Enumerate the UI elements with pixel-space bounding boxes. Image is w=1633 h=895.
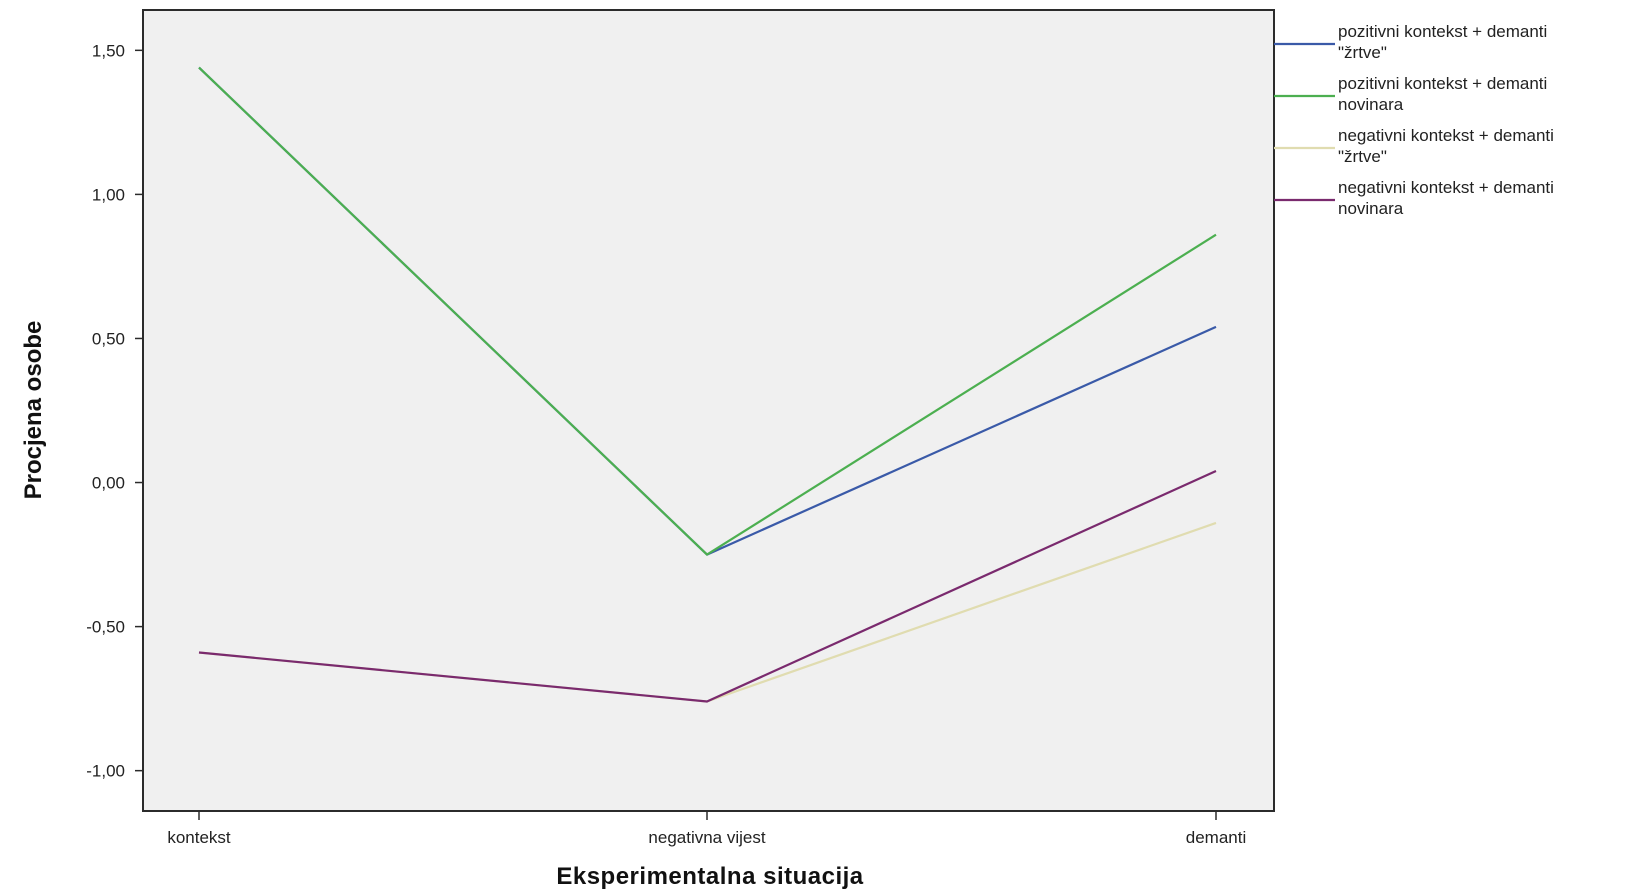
legend-label: "žrtve"	[1338, 147, 1387, 166]
legend-label: pozitivni kontekst + demanti	[1338, 22, 1547, 41]
y-tick-label: 0,50	[92, 329, 125, 348]
legend-label: novinara	[1338, 199, 1404, 218]
legend-label: negativni kontekst + demanti	[1338, 178, 1554, 197]
y-axis-title: Procjena osobe	[20, 321, 47, 500]
y-tick-label: 1,50	[92, 41, 125, 60]
legend: pozitivni kontekst + demanti "žrtve" pozit…	[1274, 22, 1554, 218]
x-axis-title: Eksperimentalna situacija	[556, 863, 863, 890]
legend-label: negativni kontekst + demanti	[1338, 126, 1554, 145]
series-lines	[198, 66, 1217, 703]
y-tick-label: 0,00	[92, 474, 125, 493]
series-line-4	[198, 469, 1217, 703]
x-tick-label: kontekst	[167, 828, 231, 847]
y-tick-label: -1,00	[86, 762, 125, 781]
x-axis: kontekst negativna vijest demanti	[167, 811, 1246, 847]
y-tick-label: 1,00	[92, 185, 125, 204]
x-tick-label: negativna vijest	[648, 828, 765, 847]
legend-label: pozitivni kontekst + demanti	[1338, 74, 1547, 93]
y-tick-label: -0,50	[86, 618, 125, 637]
y-axis: 1,50 1,00 0,50 0,00 -0,50 -1,00	[86, 41, 143, 781]
plot-area	[142, 9, 1275, 812]
series-line-2	[198, 66, 1217, 556]
legend-label: "žrtve"	[1338, 43, 1387, 62]
legend-label: novinara	[1338, 95, 1404, 114]
x-tick-label: demanti	[1186, 828, 1246, 847]
